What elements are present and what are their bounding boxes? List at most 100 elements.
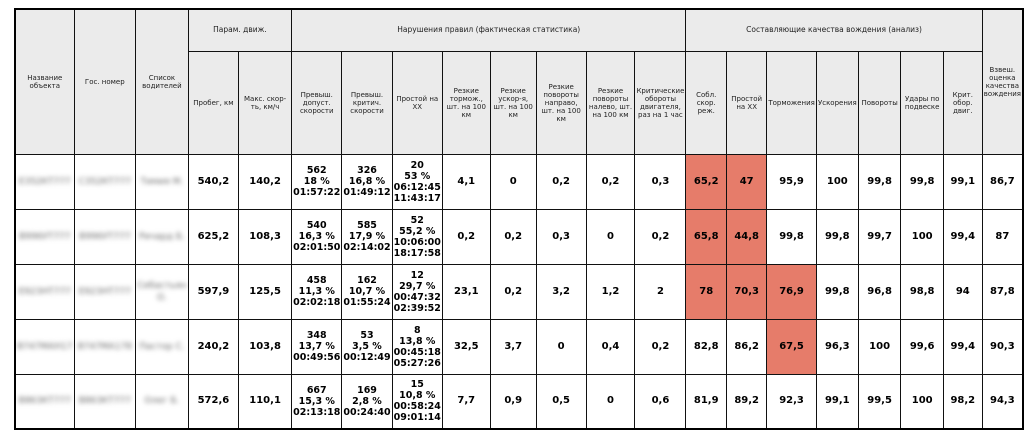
cell-idle: 8 13,8 % 00:45:18 05:27:26 — [391, 318, 443, 375]
object-blurred-text: В996УТ — [18, 231, 54, 242]
idle-line: 29,7 % — [399, 280, 436, 292]
header-speed-critical: Превыш. критич. скорости — [341, 50, 393, 155]
cell-hard-accel: 3,7 — [489, 318, 537, 375]
cell-critical-rpm: 2 — [634, 263, 687, 320]
cell-q-brake: 95,9 — [766, 153, 817, 210]
cell-speed-allowed: 562 18 % 01:57:22 — [291, 153, 343, 210]
cell-q-rpm: 99,4 — [942, 208, 983, 265]
gov-suffix: 777 — [113, 231, 131, 242]
idle-line: 00:45:18 — [393, 346, 441, 358]
cell-idle: 12 29,7 % 00:47:32 02:39:52 — [391, 263, 443, 320]
header-idle: Простой на ХХ — [391, 50, 443, 155]
cell-q-brake: 76,9 — [766, 263, 817, 320]
cell-object: Е923НТ777 — [14, 263, 75, 320]
idle-line: 09:01:14 — [393, 412, 441, 424]
cell-q-speed: 82,8 — [685, 318, 728, 375]
cell-driver: Тимия М. — [135, 153, 189, 210]
cell-gov: В863КТ777 — [73, 373, 137, 430]
gov-suffix: 777 — [113, 286, 131, 297]
gov-blurred-text: В863КТ — [78, 396, 114, 407]
speed-critical-line: 00:12:49 — [343, 352, 391, 363]
header-max-speed: Макс. скор-ть, км/ч — [238, 50, 293, 155]
header-turns-right: Резкие повороты направо, шт. на 100 км — [535, 50, 587, 155]
header-q-idle: Простой на ХХ — [726, 50, 768, 155]
idle-line: 05:27:26 — [393, 357, 441, 369]
cell-hard-brake: 0,2 — [441, 208, 491, 265]
object-suffix: 777 — [53, 286, 71, 297]
cell-max-speed: 125,5 — [238, 263, 293, 320]
gov-blurred-text: С352КТ — [78, 176, 114, 187]
cell-q-turns: 96,8 — [857, 263, 902, 320]
cell-q-speed: 78 — [685, 263, 728, 320]
cell-hard-accel: 0,9 — [489, 373, 537, 430]
driving-quality-table: Название объекта Гос. номер Список водит… — [14, 8, 1024, 430]
idle-line: 52 — [410, 214, 424, 226]
cell-q-speed: 81,9 — [685, 373, 728, 430]
cell-q-brake: 92,3 — [766, 373, 817, 430]
table-row: В747МАН17 В747МА178 Пастор С. 240,2 103,8 348… — [14, 318, 1024, 375]
idle-line: 02:39:52 — [393, 302, 441, 314]
speed-critical-line: 326 — [357, 165, 377, 176]
cell-weighted-score: 87,8 — [981, 263, 1024, 320]
cell-object: В747МАН17 — [14, 318, 75, 375]
gov-blurred-text: В747МА — [77, 341, 115, 352]
header-weighted-score: Взвеш. оценка качества вождения — [981, 8, 1024, 155]
header-group-violations: Нарушения правил (фактическая статистика… — [291, 8, 687, 52]
speed-critical-line: 01:55:24 — [343, 297, 391, 308]
cell-q-bumps: 100 — [900, 373, 944, 430]
speed-critical-line: 585 — [357, 220, 377, 231]
cell-mileage: 625,2 — [187, 208, 240, 265]
idle-line: 10,8 % — [399, 390, 436, 402]
header-drivers-list: Список водителей — [135, 8, 189, 155]
idle-line: 18:17:58 — [393, 247, 441, 259]
speed-critical-line: 00:24:40 — [343, 406, 391, 418]
cell-critical-rpm: 0,6 — [634, 373, 687, 430]
cell-critical-rpm: 0,2 — [634, 318, 687, 375]
driver-blurred-text: Пастор С. — [139, 341, 185, 352]
cell-speed-allowed: 458 11,3 % 02:02:18 — [291, 263, 343, 320]
header-q-turns: Повороты — [857, 50, 902, 155]
table-body: Е352КТ777 С352КТ777 Тимия М. 540,2 140,2 562 1… — [14, 153, 1024, 430]
cell-turns-right: 0,5 — [535, 373, 587, 430]
speed-allowed-line: 348 — [306, 330, 327, 341]
cell-hard-brake: 7,7 — [441, 373, 491, 430]
header-group-motion: Парам. движ. — [187, 8, 293, 52]
cell-hard-brake: 32,5 — [441, 318, 491, 375]
cell-q-turns: 99,5 — [857, 373, 902, 430]
cell-q-idle: 44,8 — [726, 208, 768, 265]
object-blurred-text: Е923НТ — [18, 286, 54, 297]
speed-critical-line: 3,5 % — [352, 341, 382, 352]
idle-line: 12 — [410, 269, 424, 281]
cell-speed-allowed: 667 15,3 % 02:13:18 — [291, 373, 343, 430]
cell-hard-accel: 0,2 — [489, 208, 537, 265]
cell-q-accel: 99,8 — [815, 208, 859, 265]
object-suffix: 777 — [53, 176, 71, 187]
cell-turns-right: 0 — [535, 318, 587, 375]
idle-line: 20 — [410, 159, 424, 171]
cell-turns-left: 0,2 — [585, 153, 636, 210]
object-suffix: 777 — [53, 231, 71, 242]
header-q-rpm: Крит. обор. двиг. — [942, 50, 983, 155]
header-object-name: Название объекта — [14, 8, 75, 155]
speed-allowed-line: 15,3 % — [298, 395, 335, 407]
speed-allowed-line: 13,7 % — [298, 341, 335, 352]
cell-driver: Ричард Б. — [135, 208, 189, 265]
table-row: Е352КТ777 С352КТ777 Тимия М. 540,2 140,2 562 1… — [14, 153, 1024, 210]
cell-idle: 20 53 % 06:12:45 11:43:17 — [391, 153, 443, 210]
cell-turns-right: 0,3 — [535, 208, 587, 265]
cell-object: В863КТ777 — [14, 373, 75, 430]
speed-critical-line: 16,8 % — [348, 176, 386, 187]
header-mileage: Пробег, км — [187, 50, 240, 155]
object-blurred-text: В863КТ — [18, 396, 54, 407]
header-q-speed: Собл. скор. реж. — [685, 50, 728, 155]
cell-hard-accel: 0 — [489, 153, 537, 210]
cell-q-rpm: 94 — [942, 263, 983, 320]
cell-turns-right: 0,2 — [535, 153, 587, 210]
cell-turns-right: 3,2 — [535, 263, 587, 320]
cell-q-accel: 99,1 — [815, 373, 859, 430]
cell-gov: В996УТ777 — [73, 208, 137, 265]
driver-blurred-text: Ричард Б. — [138, 231, 185, 242]
header-gov-number: Гос. номер — [73, 8, 137, 155]
speed-critical-line: 2,8 % — [352, 395, 382, 407]
cell-q-speed: 65,2 — [685, 153, 728, 210]
